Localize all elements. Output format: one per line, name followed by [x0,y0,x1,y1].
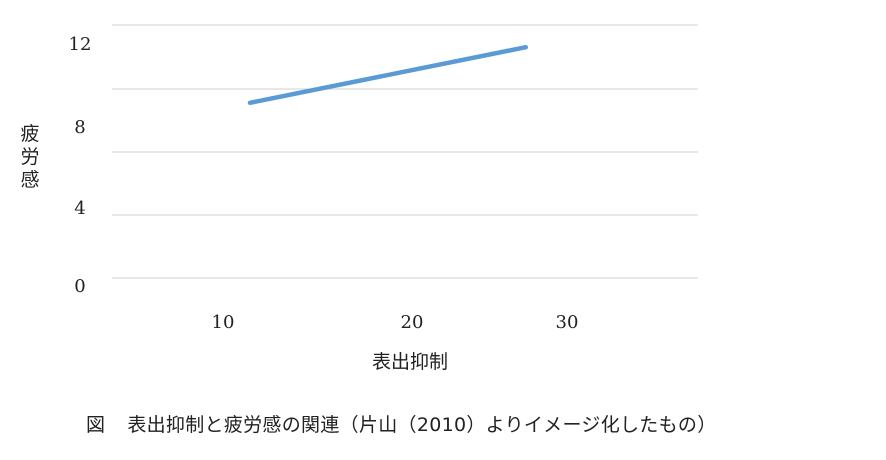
x-tick-label: 20 [401,312,424,333]
series-line [247,44,529,106]
figure-caption: 図表出抑制と疲労感の関連（片山（2010）よりイメージ化したもの） [86,410,717,437]
x-tick-label: 10 [212,312,235,333]
y-axis-title-char: 疲 [20,123,39,145]
y-axis-title-group: 疲労感 [20,123,39,191]
y-tick-label: 4 [74,198,85,219]
x-axis-title: 表出抑制 [372,351,448,373]
caption-text: 表出抑制と疲労感の関連（片山（2010）よりイメージ化したもの） [127,414,717,436]
y-axis-title-char: 労 [20,146,39,168]
figure-label: 図 [86,414,106,436]
x-tick-label: 30 [556,312,579,333]
y-tick-label: 8 [74,117,85,138]
series-layer [247,44,529,106]
y-tick-label: 12 [69,34,92,55]
y-axis-title-char: 感 [20,169,39,191]
x-tick-labels: 10 20 30 [212,312,579,333]
y-tick-labels: 0 4 8 12 [69,34,92,297]
gridlines [112,24,698,279]
y-tick-label: 0 [74,276,85,297]
